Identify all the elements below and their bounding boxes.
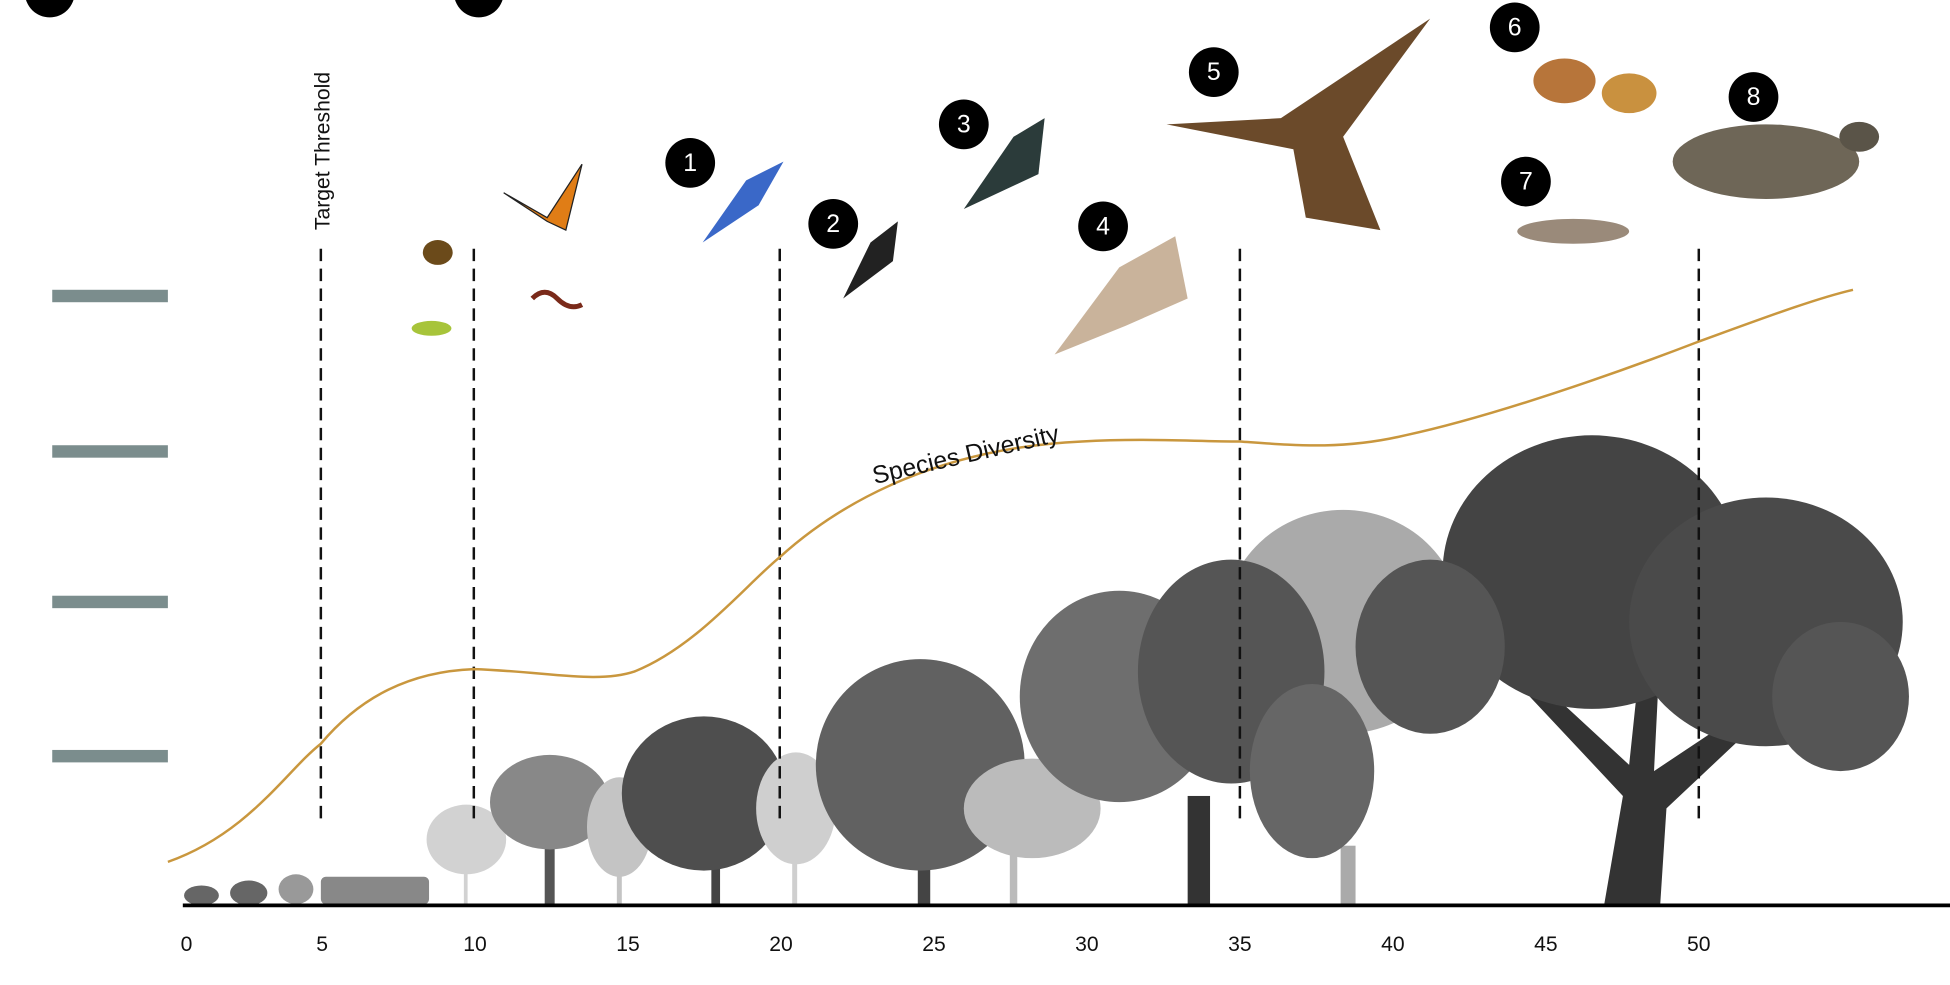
marker-number: 3 — [957, 110, 971, 138]
marker-number: 7 — [1519, 168, 1533, 196]
legend-dot — [26, 0, 74, 18]
marker-number: 4 — [1096, 212, 1110, 240]
x-ticks: 0 5 10 15 20 25 30 35 40 45 50 — [181, 933, 1711, 956]
x-tick-label: 0 — [181, 933, 193, 956]
marker-number: 8 — [1747, 83, 1761, 111]
marker-number: 6 — [1508, 13, 1522, 41]
animals — [411, 18, 1880, 355]
x-tick-label: 30 — [1075, 933, 1098, 956]
x-tick-label: 35 — [1228, 933, 1251, 956]
trees — [184, 435, 1909, 906]
x-tick-label: 50 — [1687, 933, 1710, 956]
x-tick-label: 20 — [769, 933, 792, 956]
legend-dot — [455, 0, 503, 18]
diversity-curve — [167, 288, 1854, 864]
curve-label: Species Diversity — [870, 420, 1063, 490]
x-tick-label: 25 — [922, 933, 945, 956]
threshold-label: Target Threshold — [312, 72, 335, 230]
threshold-lines — [319, 248, 1701, 824]
level-bars — [52, 289, 168, 763]
x-tick-label: 40 — [1381, 933, 1404, 956]
marker-number: 1 — [683, 149, 697, 177]
x-tick-label: 5 — [316, 933, 328, 956]
x-tick-label: 10 — [463, 933, 486, 956]
x-tick-label: 15 — [616, 933, 639, 956]
x-tick-label: 45 — [1534, 933, 1557, 956]
marker-number: 2 — [826, 210, 840, 238]
markers: 1 2 3 4 5 6 7 8 — [665, 2, 1779, 252]
marker-number: 5 — [1207, 58, 1221, 86]
